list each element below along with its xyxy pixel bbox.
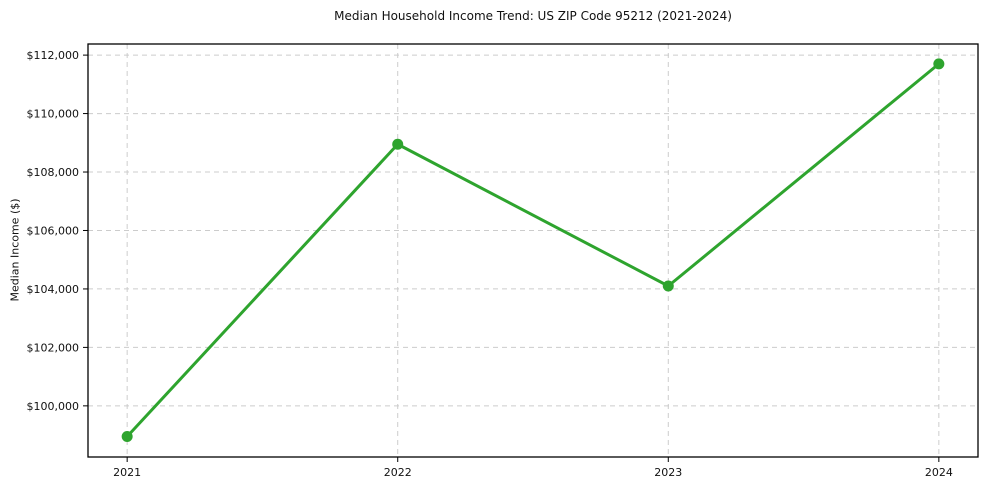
trend-line — [125, 62, 941, 439]
y-tick-label: $110,000 — [27, 108, 80, 121]
y-tick-label: $104,000 — [27, 283, 80, 296]
y-tick-label: $108,000 — [27, 166, 80, 179]
data-point — [662, 280, 674, 292]
y-tick-label: $106,000 — [27, 224, 80, 237]
x-tick-label: 2023 — [654, 466, 682, 479]
data-point — [121, 431, 133, 443]
plot-border — [87, 43, 979, 458]
data-point — [933, 58, 945, 70]
y-tick-label: $112,000 — [27, 49, 80, 62]
x-tick-label: 2024 — [925, 466, 953, 479]
data-point — [392, 138, 404, 150]
y-tick-label: $100,000 — [27, 400, 80, 413]
x-tick-label: 2021 — [113, 466, 141, 479]
x-tick-label: 2022 — [384, 466, 412, 479]
chart-title: Median Household Income Trend: US ZIP Co… — [334, 9, 732, 23]
y-tick-label: $102,000 — [27, 341, 80, 354]
